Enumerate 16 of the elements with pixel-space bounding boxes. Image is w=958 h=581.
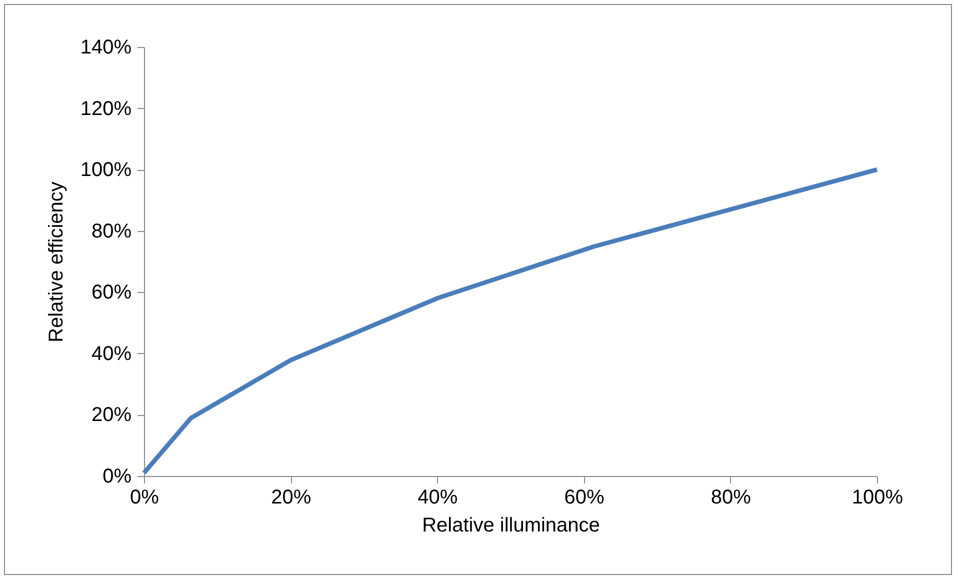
y-tick-label: 120% — [80, 98, 132, 120]
y-tick-label: 40% — [91, 342, 132, 365]
y-tick-label: 100% — [80, 159, 132, 182]
x-tick-label: 40% — [418, 486, 458, 508]
x-tick-label: 80% — [710, 486, 752, 508]
y-tick-label: 140% — [80, 36, 132, 58]
y-tick-label: 60% — [91, 282, 132, 304]
x-tick-label: 0% — [130, 486, 160, 508]
x-tick-label: 60% — [564, 486, 605, 508]
y-tick-label: 80% — [91, 220, 132, 242]
x-tick-label: 100% — [852, 486, 904, 508]
y-tick-label: 20% — [91, 404, 132, 426]
y-axis-title: Relative efficiency — [45, 182, 68, 342]
x-tick-label: 20% — [271, 486, 312, 508]
y-tick-label: 0% — [102, 466, 132, 488]
x-axis-title: Relative illuminance — [422, 514, 600, 536]
